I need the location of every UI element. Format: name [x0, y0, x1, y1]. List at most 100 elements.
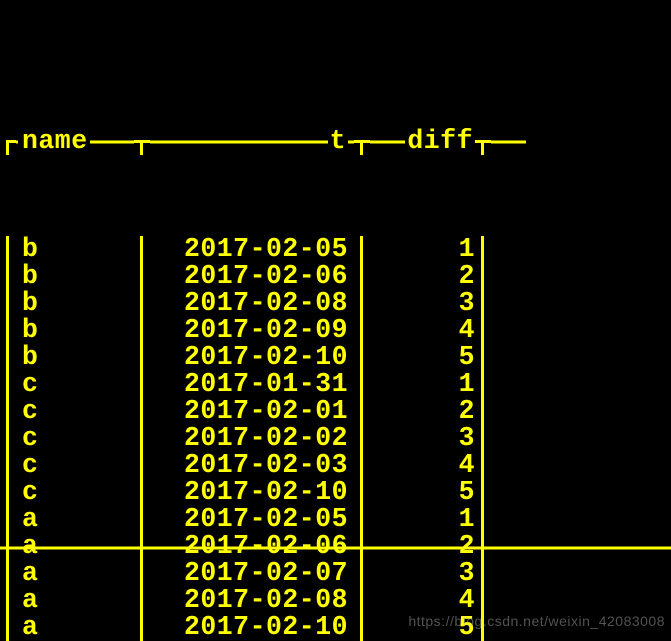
box-vertical-icon [475, 236, 491, 263]
box-vertical-icon [134, 425, 150, 452]
cell-diff: 3 [370, 290, 475, 317]
box-vertical-icon [354, 587, 370, 614]
cell-name: c [16, 371, 134, 398]
table-row: c 2017-02-01 2 [0, 398, 671, 425]
box-vertical-icon [0, 560, 16, 587]
cell-diff: 3 [370, 560, 475, 587]
box-vertical-icon [0, 344, 16, 371]
table-row: c2017-02-105 [0, 479, 671, 506]
table-row: b2017-02-105 [0, 344, 671, 371]
box-vertical-icon [0, 398, 16, 425]
cell-cut [491, 371, 526, 398]
box-vertical-icon [134, 290, 150, 317]
cell-t: 2017-02-02 [150, 425, 354, 452]
box-vertical-icon [0, 452, 16, 479]
table-row: c 2017-02-03 4 [0, 452, 671, 479]
box-tee-top-icon [354, 128, 370, 155]
box-vertical-icon [354, 398, 370, 425]
cell-t: 2017-02-07 [150, 560, 354, 587]
cell-diff: 2 [370, 398, 475, 425]
cell-t: 2017-02-03 [150, 452, 354, 479]
box-vertical-icon [354, 344, 370, 371]
cell-name: b [16, 263, 134, 290]
cell-cut [491, 290, 526, 317]
box-vertical-icon [0, 290, 16, 317]
cell-name: a [16, 614, 134, 641]
table-row: b 2017-02-05 1 [0, 236, 671, 263]
cell-diff: 1 [370, 506, 475, 533]
box-tee-top-icon [134, 128, 150, 155]
cell-t: 2017-02-08 [150, 290, 354, 317]
cell-name: a [16, 560, 134, 587]
cell-cut [491, 317, 526, 344]
table-header-row: name t diff [0, 128, 671, 155]
cell-t: 2017-01-31 [150, 371, 354, 398]
box-vertical-icon [475, 398, 491, 425]
box-vertical-icon [0, 263, 16, 290]
box-vertical-icon [475, 425, 491, 452]
cell-name: b [16, 236, 134, 263]
cell-name: c [16, 398, 134, 425]
box-vertical-icon [354, 452, 370, 479]
cell-t: 2017-02-06 [150, 263, 354, 290]
box-vertical-icon [475, 344, 491, 371]
box-vertical-icon [475, 479, 491, 506]
cell-cut [491, 398, 526, 425]
column-header-name: name [16, 128, 134, 155]
box-vertical-icon [354, 290, 370, 317]
table-row: a 2017-02-07 3 [0, 560, 671, 587]
cell-cut [491, 263, 526, 290]
table-row: c2017-02-023 [0, 425, 671, 452]
box-vertical-icon [0, 236, 16, 263]
cell-t: 2017-02-05 [150, 506, 354, 533]
box-vertical-icon [475, 290, 491, 317]
cell-name: a [16, 587, 134, 614]
box-vertical-icon [354, 479, 370, 506]
box-corner-top-left-icon [0, 128, 16, 155]
cell-name: b [16, 290, 134, 317]
watermark-text: https://blog.csdn.net/weixin_42083008 [408, 608, 665, 635]
box-vertical-icon [0, 587, 16, 614]
cell-t: 2017-02-09 [150, 317, 354, 344]
box-vertical-icon [0, 479, 16, 506]
box-vertical-icon [0, 425, 16, 452]
box-tee-top-icon [475, 128, 491, 155]
cell-t: 2017-02-08 [150, 587, 354, 614]
cell-diff: 4 [370, 452, 475, 479]
cell-diff: 1 [370, 236, 475, 263]
box-vertical-icon [475, 506, 491, 533]
table-row: b 2017-02-09 4 [0, 317, 671, 344]
cell-t: 2017-02-01 [150, 398, 354, 425]
cell-diff: 2 [370, 263, 475, 290]
column-header-diff: diff [370, 128, 475, 155]
box-vertical-icon [134, 398, 150, 425]
table-row: c2017-01-311 [0, 371, 671, 398]
box-vertical-icon [134, 236, 150, 263]
cell-cut [491, 425, 526, 452]
box-vertical-icon [354, 614, 370, 641]
box-vertical-icon [354, 317, 370, 344]
cell-cut [491, 560, 526, 587]
cell-diff: 3 [370, 425, 475, 452]
terminal-output: name t diff b2017-02-051b2017-02-062b201… [0, 0, 671, 641]
box-vertical-icon [475, 317, 491, 344]
box-vertical-icon [134, 317, 150, 344]
box-vertical-icon [0, 317, 16, 344]
cell-diff: 5 [370, 479, 475, 506]
box-vertical-icon [134, 452, 150, 479]
cell-t: 2017-02-10 [150, 614, 354, 641]
box-vertical-icon [354, 371, 370, 398]
box-vertical-icon [0, 614, 16, 641]
cell-name: b [16, 317, 134, 344]
box-vertical-icon [475, 452, 491, 479]
box-vertical-icon [354, 236, 370, 263]
box-vertical-icon [0, 506, 16, 533]
cell-t: 2017-02-05 [150, 236, 354, 263]
box-vertical-icon [134, 344, 150, 371]
table-row: a2017-02-051 [0, 506, 671, 533]
cell-name: c [16, 452, 134, 479]
cell-t: 2017-02-10 [150, 479, 354, 506]
cell-diff: 4 [370, 317, 475, 344]
cell-cut [491, 452, 526, 479]
box-vertical-icon [475, 371, 491, 398]
